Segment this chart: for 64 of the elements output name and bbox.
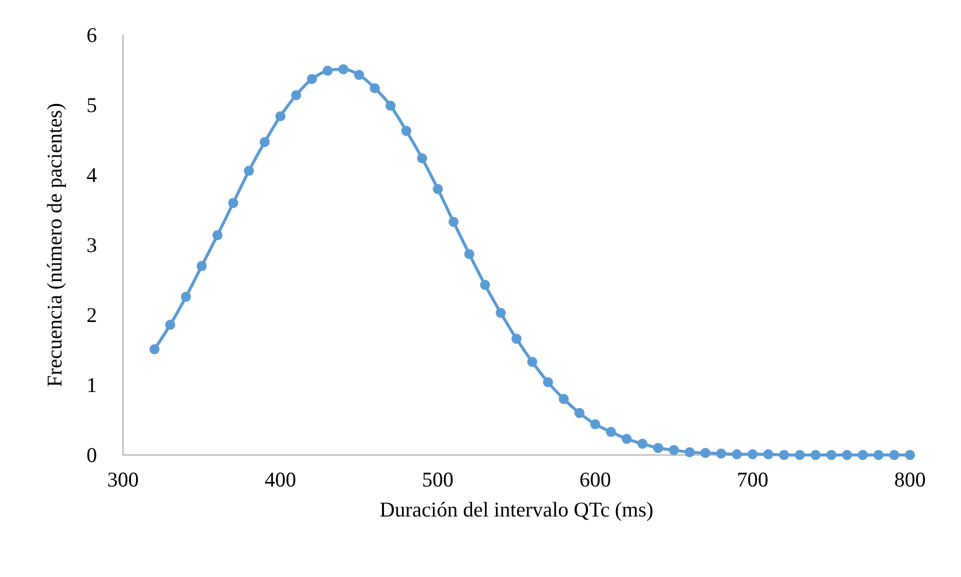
point [905,450,915,460]
x-tick-label: 600 [579,468,611,492]
point [606,426,616,437]
point [858,450,868,460]
point [763,449,774,460]
y-tick-label: 0 [86,443,97,467]
point [480,280,490,290]
point [386,100,396,111]
point [401,126,412,136]
x-tick-label: 400 [264,468,296,492]
point [291,90,302,100]
point [574,408,584,418]
point [464,249,474,260]
point [874,450,884,460]
x-axis-title: Duración del intervalo QTc (ms) [380,498,654,522]
point [748,449,758,460]
point [275,111,286,122]
point [889,450,900,460]
point [149,344,160,354]
point [496,308,506,318]
point [417,153,428,164]
y-tick-label: 3 [86,233,97,257]
y-tick-label: 6 [86,23,97,47]
y-tick-label: 5 [86,93,97,117]
point [668,445,679,456]
x-tick-label: 300 [107,468,139,492]
x-tick-label: 700 [736,468,768,492]
point [180,292,191,302]
point [653,443,664,453]
point [842,450,852,460]
point [622,434,632,444]
point [590,419,600,430]
point [527,356,538,367]
point [542,377,553,388]
point [322,66,333,76]
point [244,166,254,176]
point [432,184,443,194]
point [716,448,726,459]
point [826,450,836,460]
y-tick-label: 2 [86,303,97,327]
point [260,137,270,148]
point [637,438,648,449]
point [732,449,742,460]
y-tick-label: 4 [86,163,98,187]
y-axis-title: Frecuencia (número de pacientes) [42,103,66,387]
point [354,70,364,80]
x-tick-label: 800 [894,468,926,492]
point [448,216,459,227]
point [810,450,821,460]
point [779,450,790,460]
y-tick-label: 1 [86,373,97,397]
point [512,334,522,344]
point [338,64,348,74]
point [306,74,317,84]
point [212,230,222,240]
point [370,83,380,94]
point [684,447,695,458]
point [794,450,805,460]
point [196,261,207,271]
point [700,448,710,458]
x-tick-label: 500 [422,468,454,492]
point [228,198,238,208]
point [558,394,569,404]
point [165,320,176,330]
